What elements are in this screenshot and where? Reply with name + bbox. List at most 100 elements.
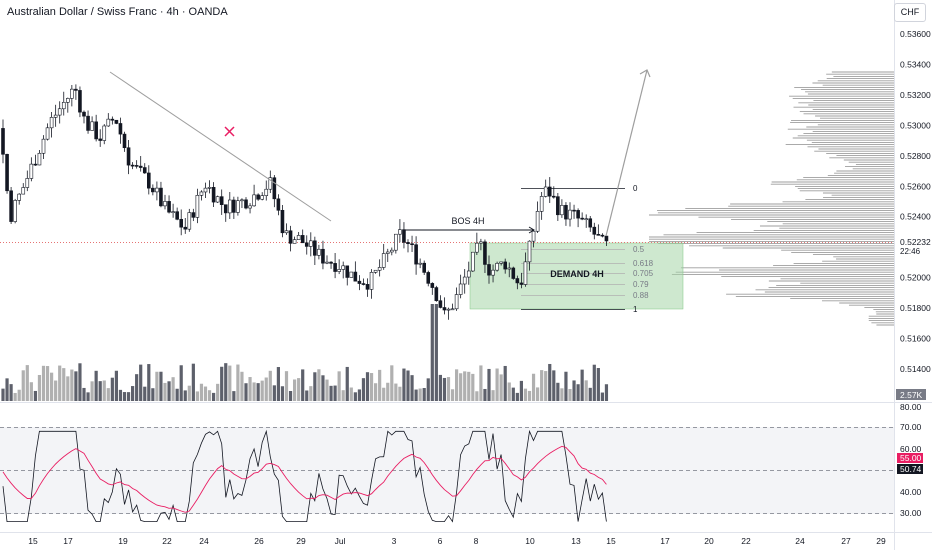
time-tick-label: 22 xyxy=(162,536,172,546)
volume-bar xyxy=(568,388,572,401)
candle-body xyxy=(130,164,135,167)
candle-body xyxy=(547,186,552,197)
volume-bar xyxy=(82,387,86,401)
candle-body xyxy=(304,242,309,247)
volume-bar xyxy=(378,369,382,401)
time-tick-label: 22 xyxy=(741,536,751,546)
candle-body xyxy=(264,188,269,196)
volume-bar xyxy=(244,383,248,401)
candle-body xyxy=(199,191,204,196)
candle-body xyxy=(25,178,30,188)
volume-bar xyxy=(33,390,37,401)
demand-zone xyxy=(469,242,684,310)
candle-body xyxy=(203,187,208,193)
volume-bar xyxy=(236,364,240,401)
candle-body xyxy=(535,211,540,232)
candle-body xyxy=(353,271,358,282)
volume-bar xyxy=(426,378,430,401)
volume-bar xyxy=(515,392,519,401)
candle-body xyxy=(543,186,548,197)
candle-body xyxy=(394,233,398,251)
volume-bar xyxy=(163,382,167,401)
candles xyxy=(1,84,609,320)
volume-bar xyxy=(280,386,285,401)
candle-body xyxy=(523,261,528,285)
fib-level-label: 0 xyxy=(633,184,638,193)
volume-bar xyxy=(90,381,94,401)
volume-bar xyxy=(361,378,366,401)
volume-bar xyxy=(264,377,268,401)
candle-body xyxy=(385,251,390,254)
candle-body xyxy=(313,240,317,256)
candle-body xyxy=(110,118,115,121)
volume-bar xyxy=(544,371,548,401)
candle-body xyxy=(479,241,483,244)
price-tick-label: 0.52400 xyxy=(900,212,931,222)
rsi-value-label: 55.00 xyxy=(900,453,922,463)
volume-bar xyxy=(207,390,212,401)
candle-body xyxy=(410,243,414,246)
volume-bar xyxy=(216,383,220,401)
candle-body xyxy=(272,177,277,200)
time-tick-label: 29 xyxy=(876,536,886,546)
volume-bar xyxy=(523,388,528,401)
candle-body xyxy=(223,204,228,214)
price-tick-label: 0.51400 xyxy=(900,364,931,374)
chart-title: Australian Dollar / Swiss Franc · 4h · O… xyxy=(7,6,228,18)
volume-bar xyxy=(1,388,5,401)
candle-body xyxy=(296,235,301,240)
candle-body xyxy=(219,196,224,206)
volume-bar xyxy=(288,390,293,401)
candle-body xyxy=(244,199,248,209)
volume-bar xyxy=(122,392,127,401)
volume-bar xyxy=(337,371,341,401)
rsi-tick-label: 70.00 xyxy=(900,422,922,432)
time-tick-label: 6 xyxy=(438,536,443,546)
candle-body xyxy=(49,117,54,129)
volume-bar xyxy=(325,379,329,401)
volume-bar xyxy=(17,389,21,401)
volume-bar xyxy=(256,383,260,401)
volume-bar xyxy=(531,373,536,401)
volume-bar xyxy=(321,375,325,401)
volume-bar xyxy=(102,380,106,401)
price-tick-label: 0.52800 xyxy=(900,151,931,161)
cross-marker xyxy=(224,126,235,137)
last-price-tag xyxy=(896,235,932,258)
volume-bar xyxy=(317,369,321,401)
volume-bar xyxy=(305,390,309,401)
candle-body xyxy=(33,163,38,166)
candle-body xyxy=(142,167,147,174)
candle-body xyxy=(531,230,536,242)
currency-button[interactable]: CHF xyxy=(894,3,926,22)
volume-bar xyxy=(604,384,609,401)
volume-bar xyxy=(353,392,357,401)
volume-bar xyxy=(66,376,70,401)
candle-body xyxy=(163,201,167,207)
candle-body xyxy=(122,133,127,149)
candle-body xyxy=(450,308,455,311)
volume-bar xyxy=(171,377,175,401)
demand-label: DEMAND 4H xyxy=(550,269,604,279)
time-tick-label: 8 xyxy=(474,536,479,546)
volume-bar xyxy=(29,382,33,401)
candle-body xyxy=(499,261,503,264)
volume-bar xyxy=(203,386,208,401)
time-tick-label: 24 xyxy=(795,536,805,546)
volume-bar xyxy=(183,390,187,401)
volume-bar xyxy=(220,366,224,401)
candle-body xyxy=(487,264,491,276)
trendline[interactable] xyxy=(109,71,332,222)
volume-bar xyxy=(398,386,402,401)
volume-bar xyxy=(155,371,159,401)
volume-bar xyxy=(552,370,556,401)
rsi-tick-label: 60.00 xyxy=(900,444,922,454)
candle-body xyxy=(475,242,479,253)
candle-body xyxy=(155,187,159,193)
volume-bar xyxy=(357,389,361,401)
volume-bar xyxy=(159,371,163,401)
candle-body xyxy=(418,262,422,265)
